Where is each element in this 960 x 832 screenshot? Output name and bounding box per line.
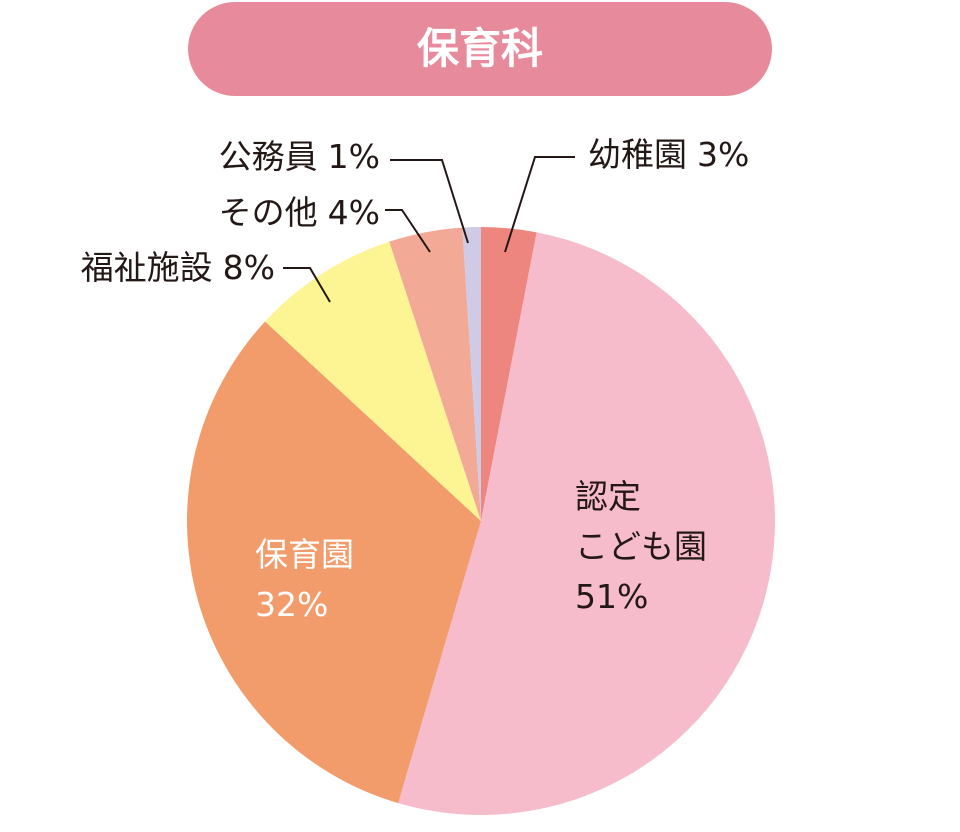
pie-slice [481,227,537,521]
callout-label: 幼稚園 3% [588,130,749,180]
leader-line [283,267,331,303]
chart-title: 保育科 [188,2,772,96]
value-label: 1% [327,137,380,176]
leader-line [385,209,431,253]
leader-line [504,156,575,253]
pie-slice [462,227,481,521]
category-label: 福祉施設 [80,248,213,287]
category-label: その他 [218,193,318,232]
callout-label: 公務員 1% [219,132,380,182]
value-label: 4% [327,193,380,232]
category-label: 幼稚園 [588,135,687,174]
pie-slice [398,232,776,816]
category-label: 保育園 [255,535,354,574]
callout-label: その他 4% [219,188,380,238]
category-label: 公務員 [218,137,318,176]
callout-label: 福祉施設 8% [81,243,275,293]
category-label: 認定 こども園 [575,477,707,566]
value-label: 3% [697,135,750,174]
pie-slice [265,241,481,522]
leader-line [390,159,469,244]
slice-label: 保育園 32% [255,530,354,630]
slice-label: 認定 こども園 51% [575,472,707,622]
pie-slice [186,321,481,804]
value-label: 51% [575,577,649,616]
value-label: 8% [222,248,275,287]
pie-slice [389,227,481,521]
value-label: 32% [255,585,329,624]
